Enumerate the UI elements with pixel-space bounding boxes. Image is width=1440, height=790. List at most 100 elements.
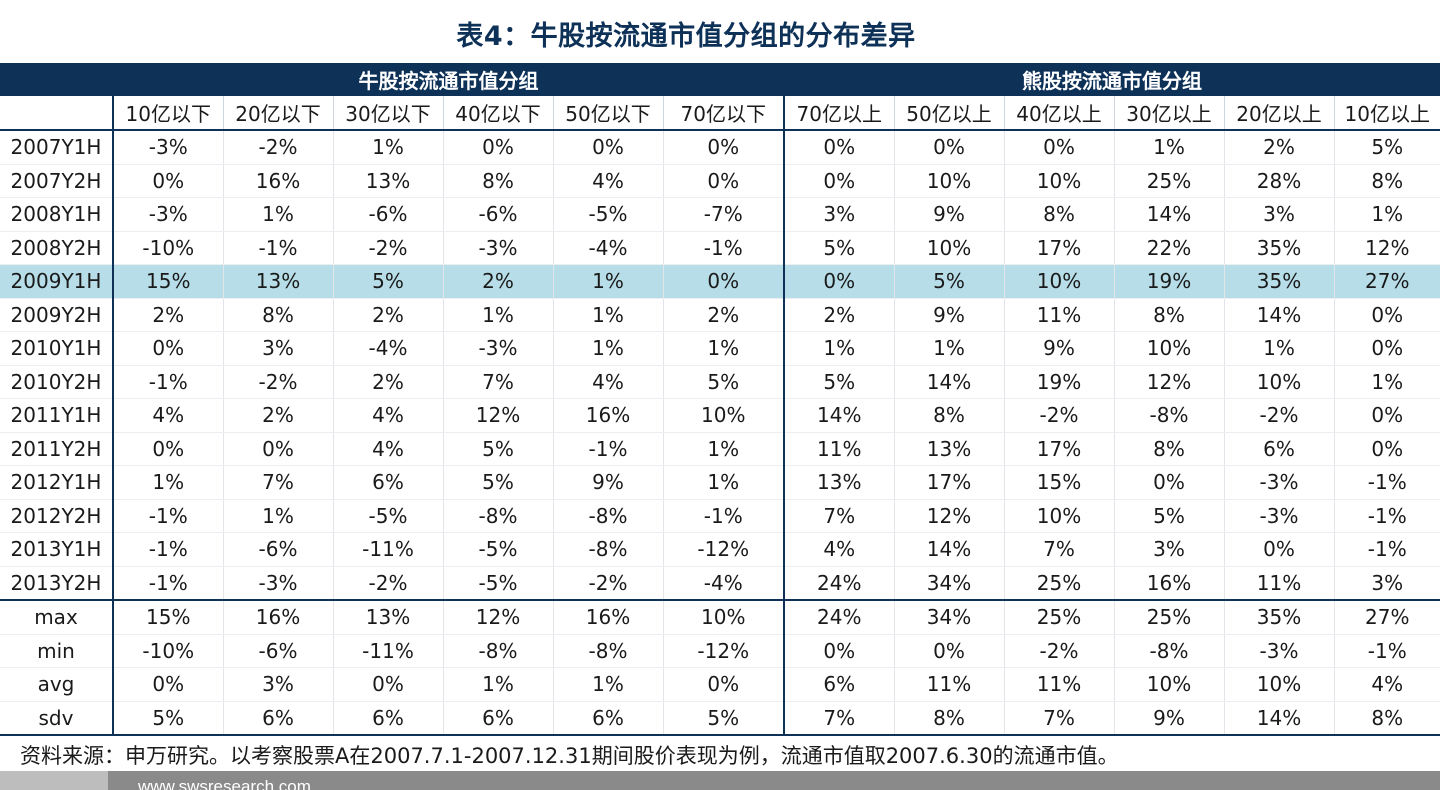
value-cell: 7% — [442, 365, 553, 399]
value-cell: 3% — [1223, 197, 1334, 232]
value-cell: 34% — [893, 566, 1004, 601]
value-cell: 24% — [783, 599, 894, 635]
value-cell: 12% — [1113, 365, 1224, 399]
value-cell: -2% — [552, 566, 663, 601]
column-header: 40亿以上 — [1003, 95, 1114, 131]
value-cell: 2% — [112, 298, 223, 332]
value-cell: 6% — [552, 701, 663, 736]
distribution-table: 牛股按流通市值分组 熊股按流通市值分组 10亿以下 20亿以下 30亿以下 40亿以下… — [0, 63, 1440, 736]
value-cell: 2% — [783, 298, 894, 332]
value-cell: 0% — [1333, 298, 1440, 332]
period-label: 2007Y2H — [0, 164, 113, 198]
value-cell: 10% — [1003, 499, 1114, 533]
value-cell: 25% — [1003, 599, 1114, 635]
column-header: 50亿以上 — [893, 95, 1004, 131]
value-cell: 1% — [1333, 365, 1440, 399]
table-row: 2012Y2H -1% 1% -5% -8% -8% -1% 7% 12% 10% 5% -3% -1% — [0, 499, 1440, 533]
value-cell: -5% — [442, 566, 553, 601]
value-cell: 1% — [112, 465, 223, 500]
column-header: 70亿以下 — [662, 95, 784, 131]
value-cell: 16% — [1113, 566, 1224, 601]
value-cell: 8% — [1333, 164, 1440, 198]
period-label: 2011Y2H — [0, 432, 113, 466]
value-cell: 0% — [1333, 432, 1440, 466]
column-header: 10亿以下 — [112, 95, 223, 131]
value-cell: -2% — [1003, 398, 1114, 433]
value-cell: 2% — [442, 264, 553, 299]
value-cell: -2% — [1003, 634, 1114, 668]
source-note: 资料来源：申万研究。以考察股票A在2007.7.1-2007.12.31期间股价… — [20, 744, 1119, 768]
footer-url[interactable]: www.swsresearch.com — [138, 777, 311, 790]
value-cell: -8% — [442, 499, 553, 533]
value-cell: 10% — [1003, 264, 1114, 299]
value-cell: 14% — [893, 365, 1004, 399]
value-cell: 15% — [112, 599, 223, 635]
value-cell: 9% — [893, 298, 1004, 332]
column-header: 10亿以上 — [1333, 95, 1440, 131]
value-cell: 1% — [442, 667, 553, 702]
stat-row: sdv 5% 6% 6% 6% 6% 5% 7% 8% 7% 9% 14% 8% — [0, 701, 1440, 736]
value-cell: 10% — [1223, 365, 1334, 399]
value-cell: -5% — [442, 532, 553, 567]
value-cell: 13% — [893, 432, 1004, 466]
value-cell: 25% — [1113, 164, 1224, 198]
value-cell: 1% — [662, 465, 784, 500]
table-row: 2012Y1H 1% 7% 6% 5% 9% 1% 13% 17% 15% 0% -3% -1% — [0, 465, 1440, 500]
value-cell: 1% — [332, 130, 443, 165]
value-cell: -3% — [1223, 465, 1334, 500]
table-title: 表4：牛股按流通市值分组的分布差异 — [456, 21, 916, 52]
value-cell: 5% — [1113, 499, 1224, 533]
value-cell: 2% — [332, 298, 443, 332]
period-label: 2012Y2H — [0, 499, 113, 533]
value-cell: 0% — [112, 331, 223, 366]
value-cell: 28% — [1223, 164, 1334, 198]
value-cell: 13% — [783, 465, 894, 500]
value-cell: 0% — [552, 130, 663, 165]
value-cell: 0% — [662, 164, 784, 198]
value-cell: -8% — [552, 499, 663, 533]
value-cell: 3% — [222, 667, 333, 702]
value-cell: 14% — [1223, 298, 1334, 332]
value-cell: 7% — [1003, 701, 1114, 736]
value-cell: 11% — [783, 432, 894, 466]
value-cell: 1% — [552, 264, 663, 299]
value-cell: 11% — [893, 667, 1004, 702]
value-cell: 6% — [332, 465, 443, 500]
value-cell: -6% — [222, 532, 333, 567]
value-cell: 0% — [1003, 130, 1114, 165]
value-cell: 10% — [1003, 164, 1114, 198]
value-cell: -1% — [1333, 465, 1440, 500]
value-cell: 11% — [1003, 298, 1114, 332]
value-cell: 35% — [1223, 599, 1334, 635]
value-cell: 10% — [1113, 667, 1224, 702]
table-row: 2011Y2H 0% 0% 4% 5% -1% 1% 11% 13% 17% 8% 6% 0% — [0, 432, 1440, 466]
value-cell: 0% — [222, 432, 333, 466]
value-cell: 24% — [783, 566, 894, 601]
period-label: 2010Y2H — [0, 365, 113, 399]
table-row: 2008Y1H -3% 1% -6% -6% -5% -7% 3% 9% 8% 14% 3% 1% — [0, 197, 1440, 232]
value-cell: 5% — [442, 465, 553, 500]
value-cell: 10% — [662, 398, 784, 433]
value-cell: 9% — [552, 465, 663, 500]
value-cell: 1% — [1333, 197, 1440, 232]
value-cell: -8% — [442, 634, 553, 668]
stat-row: min -10% -6% -11% -8% -8% -12% 0% 0% -2% -8% -3% -1% — [0, 634, 1440, 668]
value-cell: 8% — [442, 164, 553, 198]
value-cell: 4% — [332, 432, 443, 466]
value-cell: 0% — [893, 634, 1004, 668]
table-row: 2013Y2H -1% -3% -2% -5% -2% -4% 24% 34% 25% 16% 11%… — [0, 566, 1440, 601]
stat-label: max — [0, 599, 113, 635]
value-cell: -1% — [1333, 499, 1440, 533]
value-cell: -1% — [112, 499, 223, 533]
value-cell: -3% — [222, 566, 333, 601]
value-cell: 4% — [783, 532, 894, 567]
value-cell: -2% — [222, 130, 333, 165]
value-cell: 25% — [1113, 599, 1224, 635]
value-cell: 19% — [1003, 365, 1114, 399]
stat-label: sdv — [0, 701, 113, 736]
value-cell: -3% — [112, 197, 223, 232]
value-cell: 35% — [1223, 264, 1334, 299]
table-row: 2008Y2H -10% -1% -2% -3% -4% -1% 5% 10% 17% 22% 35%… — [0, 231, 1440, 265]
value-cell: 1% — [1223, 331, 1334, 366]
table-row: 2007Y2H 0% 16% 13% 8% 4% 0% 0% 10% 10% 25% 28% 8% — [0, 164, 1440, 198]
